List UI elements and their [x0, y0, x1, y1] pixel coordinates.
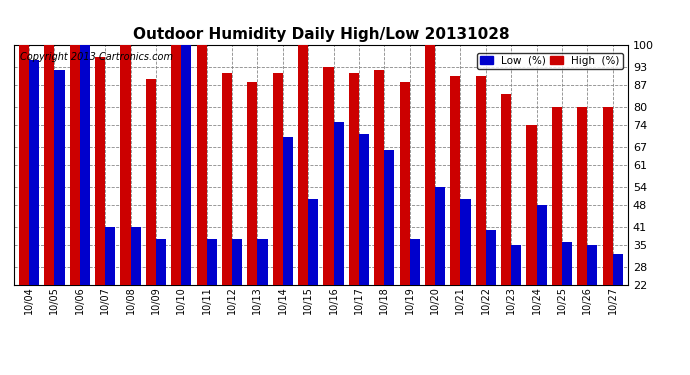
Bar: [308, 199, 318, 285]
Bar: [29, 60, 39, 285]
Bar: [486, 230, 496, 285]
Bar: [181, 45, 191, 285]
Bar: [247, 82, 257, 285]
Bar: [410, 239, 420, 285]
Bar: [562, 242, 572, 285]
Bar: [384, 150, 395, 285]
Bar: [333, 122, 344, 285]
Bar: [613, 254, 623, 285]
Bar: [324, 66, 333, 285]
Bar: [95, 57, 105, 285]
Bar: [232, 239, 242, 285]
Bar: [171, 45, 181, 285]
Bar: [475, 76, 486, 285]
Bar: [146, 79, 156, 285]
Bar: [501, 94, 511, 285]
Bar: [298, 45, 308, 285]
Bar: [460, 199, 471, 285]
Bar: [130, 226, 141, 285]
Bar: [55, 70, 65, 285]
Bar: [359, 134, 369, 285]
Bar: [283, 137, 293, 285]
Bar: [105, 226, 115, 285]
Bar: [156, 239, 166, 285]
Bar: [400, 82, 410, 285]
Bar: [537, 205, 546, 285]
Bar: [207, 239, 217, 285]
Title: Outdoor Humidity Daily High/Low 20131028: Outdoor Humidity Daily High/Low 20131028: [132, 27, 509, 42]
Bar: [577, 106, 587, 285]
Bar: [197, 45, 207, 285]
Legend: Low  (%), High  (%): Low (%), High (%): [477, 53, 622, 69]
Bar: [348, 73, 359, 285]
Bar: [587, 245, 598, 285]
Bar: [44, 45, 55, 285]
Bar: [257, 239, 268, 285]
Bar: [451, 76, 460, 285]
Bar: [273, 73, 283, 285]
Bar: [120, 45, 130, 285]
Bar: [70, 45, 80, 285]
Bar: [80, 45, 90, 285]
Text: Copyright 2013 Cartronics.com: Copyright 2013 Cartronics.com: [20, 52, 173, 62]
Bar: [374, 70, 384, 285]
Bar: [526, 125, 537, 285]
Bar: [425, 45, 435, 285]
Bar: [511, 245, 522, 285]
Bar: [602, 106, 613, 285]
Bar: [222, 73, 232, 285]
Bar: [435, 186, 445, 285]
Bar: [19, 45, 29, 285]
Bar: [552, 106, 562, 285]
